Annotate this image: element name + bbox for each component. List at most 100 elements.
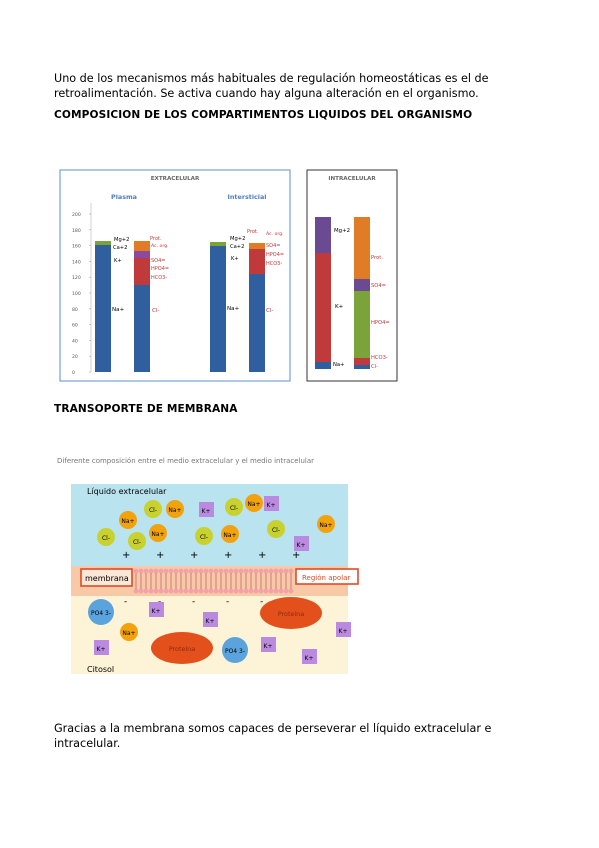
lipid-head <box>138 568 144 574</box>
k-ion: K+ <box>94 640 109 655</box>
lipid-head <box>138 588 144 594</box>
k-ion: K+ <box>294 536 309 551</box>
cytosol-label: Citosol <box>87 665 114 674</box>
interstitial-label: Intersticial <box>228 193 267 201</box>
k-ion: K+ <box>261 637 276 652</box>
y-tick-label: 120 <box>72 275 81 281</box>
plus-sign: + <box>156 550 164 561</box>
na-ion: Na+ <box>149 524 167 542</box>
intra-anions-hpo4-bar <box>354 291 370 358</box>
plasma-so4-label: SO4= <box>151 258 165 264</box>
lipid-head <box>248 588 254 594</box>
plasma-k-label: K+ <box>114 258 122 264</box>
k-ion-label: K+ <box>97 646 106 653</box>
plus-sign: + <box>292 550 300 561</box>
lipid-head <box>133 588 139 594</box>
k-ion: K+ <box>199 502 214 517</box>
plasma-acorg-label: Ac. org. <box>151 243 169 249</box>
cl-ion-label: Cl- <box>102 535 110 542</box>
lipid-head <box>183 588 189 594</box>
cl-ion: Cl- <box>144 500 162 518</box>
na-ion-label: Na+ <box>223 532 236 539</box>
na-ion-label: Na+ <box>151 531 164 538</box>
k-ion-label: K+ <box>152 608 161 615</box>
k-ion-label: K+ <box>305 655 314 662</box>
lipid-head <box>183 568 189 574</box>
fluid-compartments-chart: EXTRACELULAR Plasma Intersticial 2001801… <box>59 169 398 382</box>
cl-ion-label: Cl- <box>200 534 208 541</box>
lipid-head <box>158 568 164 574</box>
lipid-head <box>228 588 234 594</box>
na-ion-label: Na+ <box>168 507 181 514</box>
membrane-label-box <box>80 568 133 587</box>
lipid-head <box>263 588 269 594</box>
na-ion: Na+ <box>119 511 137 529</box>
lipid-head <box>273 588 279 594</box>
interstitial-cations-top-bar <box>210 242 226 246</box>
lipid-head <box>268 588 274 594</box>
plus-sign: + <box>190 550 198 561</box>
po4-ion: PO4 3- <box>88 599 114 625</box>
cl-ion: Cl- <box>267 520 285 538</box>
apolar-label: Región apolar <box>302 574 350 582</box>
plasma-bars <box>95 241 150 372</box>
lipid-head <box>258 588 264 594</box>
y-tick-label: 140 <box>72 259 81 265</box>
lipid-head <box>218 588 224 594</box>
y-tick-label: 80 <box>72 307 78 313</box>
lipid-head <box>243 568 249 574</box>
lipid-head <box>168 588 174 594</box>
lipid-head <box>198 588 204 594</box>
lipid-head <box>153 588 159 594</box>
lipid-head <box>213 568 219 574</box>
plasma-mg-label: Mg+2 <box>114 237 129 243</box>
lipid-head <box>148 568 154 574</box>
lipid-head <box>148 588 154 594</box>
y-tick-label: 100 <box>72 291 81 297</box>
plus-sign: + <box>224 550 232 561</box>
lipid-head <box>288 588 294 594</box>
membrane-caption: Diferente composición entre el medio ext… <box>57 457 314 465</box>
protein-label: Proteína <box>169 645 195 653</box>
intra-cations-mg-bar <box>315 217 331 253</box>
intra-na-label: Na+ <box>333 362 344 368</box>
interstitial-anions-hco3-bar <box>249 249 265 274</box>
lipid-head <box>143 568 149 574</box>
intro-paragraph: Uno de los mecanismos más habituales de … <box>54 71 554 101</box>
k-ion-label: K+ <box>264 643 273 650</box>
na-ion-label: Na+ <box>247 501 260 508</box>
na-ion: Na+ <box>245 494 263 512</box>
lipid-head <box>208 588 214 594</box>
lipid-head <box>173 588 179 594</box>
interstitial-so4-label: SO4= <box>266 243 280 249</box>
lipid-head <box>188 568 194 574</box>
cl-ion-label: Cl- <box>149 507 157 514</box>
plasma-anions-cl-bar <box>134 257 150 372</box>
na-ion: Na+ <box>221 525 239 543</box>
na-ion: Na+ <box>166 500 184 518</box>
lipid-head <box>278 568 284 574</box>
protein: Proteína <box>260 597 322 629</box>
intra-hco-label: HCO3- <box>371 355 388 361</box>
heading-composition: COMPOSICION DE LOS COMPARTIMENTOS LIQUID… <box>54 109 473 121</box>
intracellular-title: INTRACELULAR <box>328 176 376 182</box>
interstitial-na-label: Na+ <box>227 306 240 312</box>
intro-line-1: Uno de los mecanismos más habituales de … <box>54 72 489 85</box>
interstitial-anions-cl-bar <box>249 249 265 372</box>
plasma-label: Plasma <box>111 193 137 201</box>
intra-cl-label: Cl- <box>371 364 378 370</box>
plus-sign: + <box>122 550 130 561</box>
lipid-head <box>193 568 199 574</box>
po4-ion-label: PO4 3- <box>225 648 245 655</box>
interstitial-mg-label: Mg+2 <box>230 236 245 242</box>
plasma-cl-label: Cl- <box>152 308 159 314</box>
y-tick-label: 160 <box>72 244 81 250</box>
interstitial-prot-label: Prot. <box>247 229 259 235</box>
k-ion: K+ <box>302 649 317 664</box>
lipid-head <box>203 588 209 594</box>
lipid-head <box>208 568 214 574</box>
intra-anions-prot-bar <box>354 217 370 279</box>
cl-ion-label: Cl- <box>230 505 238 512</box>
interstitial-cations-na-bar <box>210 246 226 372</box>
